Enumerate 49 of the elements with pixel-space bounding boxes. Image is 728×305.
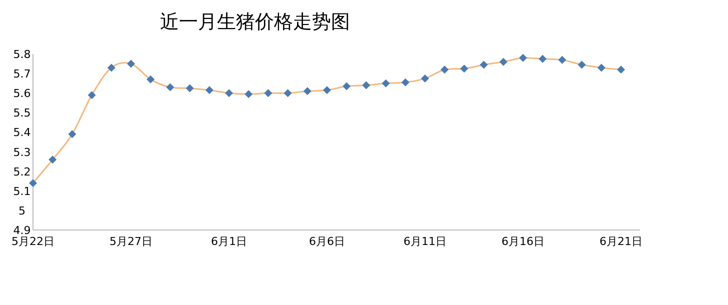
y-tick-label: 5.7 (13, 68, 31, 81)
point (342, 82, 351, 90)
point (68, 130, 76, 138)
point (597, 64, 606, 72)
point (578, 60, 586, 69)
x-tick-label: 5月27日 (110, 235, 152, 248)
point (88, 91, 96, 100)
point (166, 83, 174, 92)
point (460, 64, 468, 73)
point (264, 89, 272, 98)
y-tick-label: 5.4 (13, 126, 31, 140)
point (48, 156, 57, 164)
y-tick-label: 5.3 (13, 146, 31, 159)
y-tick-label: 5.8 (13, 48, 31, 61)
point (29, 179, 37, 188)
point (499, 58, 508, 66)
point (538, 54, 547, 63)
x-tick-label: 6月16日 (502, 235, 544, 248)
y-tick-label: 5.6 (13, 87, 31, 100)
point (107, 64, 116, 72)
point (362, 81, 370, 90)
x-tick-label: 6月11日 (404, 235, 446, 248)
y-tick-label: 5 (18, 204, 26, 218)
point (421, 74, 429, 82)
y-tick-label: 5.1 (13, 184, 31, 198)
point (146, 75, 155, 84)
y-tick-label: 5.5 (13, 106, 31, 120)
point (480, 60, 488, 69)
point (558, 56, 566, 64)
point (244, 90, 253, 98)
point (617, 66, 625, 74)
point (382, 79, 390, 88)
point (186, 84, 194, 92)
point (440, 66, 449, 74)
point (323, 86, 331, 94)
point (205, 86, 214, 94)
point (303, 87, 312, 96)
x-tick-label: 6月6日 (309, 235, 345, 248)
point (127, 60, 135, 68)
x-tick-label: 5月22日 (12, 235, 54, 248)
chart-title: 近一月生猪价格走势图 (160, 11, 350, 33)
y-tick-label: 4.9 (13, 224, 31, 237)
point (225, 89, 233, 98)
x-tick-label: 6月1日 (211, 235, 247, 248)
point (284, 89, 292, 98)
point (519, 54, 527, 62)
y-tick-label: 5.2 (13, 165, 31, 178)
point (401, 78, 410, 86)
x-tick-label: 6月21日 (600, 235, 642, 248)
